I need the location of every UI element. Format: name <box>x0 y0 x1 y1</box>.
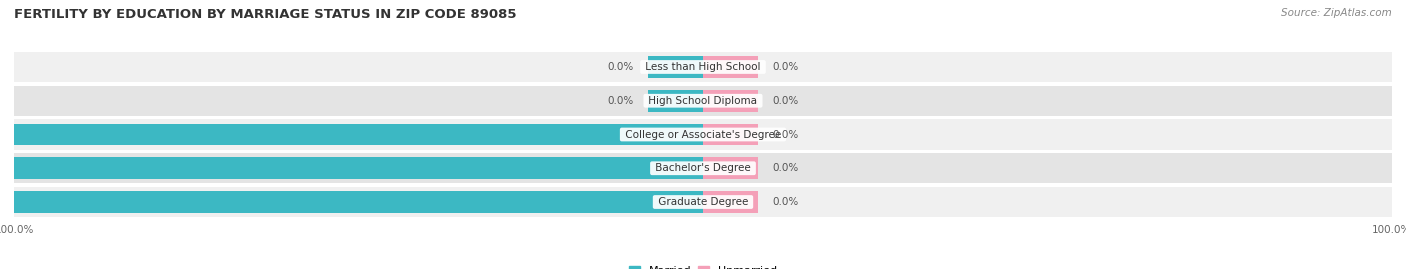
Bar <box>14 119 1392 150</box>
Bar <box>14 52 1392 82</box>
Bar <box>14 187 1392 217</box>
Text: Source: ZipAtlas.com: Source: ZipAtlas.com <box>1281 8 1392 18</box>
Legend: Married, Unmarried: Married, Unmarried <box>624 261 782 269</box>
Text: Bachelor's Degree: Bachelor's Degree <box>652 163 754 173</box>
Text: 0.0%: 0.0% <box>772 62 799 72</box>
Text: 0.0%: 0.0% <box>772 197 799 207</box>
Bar <box>703 123 758 146</box>
Text: High School Diploma: High School Diploma <box>645 96 761 106</box>
Bar <box>703 90 758 112</box>
Bar <box>703 56 758 78</box>
Text: FERTILITY BY EDUCATION BY MARRIAGE STATUS IN ZIP CODE 89085: FERTILITY BY EDUCATION BY MARRIAGE STATU… <box>14 8 516 21</box>
Text: 0.0%: 0.0% <box>607 96 634 106</box>
Bar <box>648 56 703 78</box>
Bar <box>703 191 758 213</box>
Text: 0.0%: 0.0% <box>772 96 799 106</box>
Bar <box>14 86 1392 116</box>
Text: Graduate Degree: Graduate Degree <box>655 197 751 207</box>
Bar <box>14 153 1392 183</box>
Text: 0.0%: 0.0% <box>607 62 634 72</box>
Bar <box>14 191 703 213</box>
Text: Less than High School: Less than High School <box>643 62 763 72</box>
Bar <box>14 157 703 179</box>
Bar <box>703 157 758 179</box>
Text: 0.0%: 0.0% <box>772 129 799 140</box>
Bar <box>14 123 703 146</box>
Bar <box>648 90 703 112</box>
Text: 0.0%: 0.0% <box>772 163 799 173</box>
Text: College or Associate's Degree: College or Associate's Degree <box>621 129 785 140</box>
